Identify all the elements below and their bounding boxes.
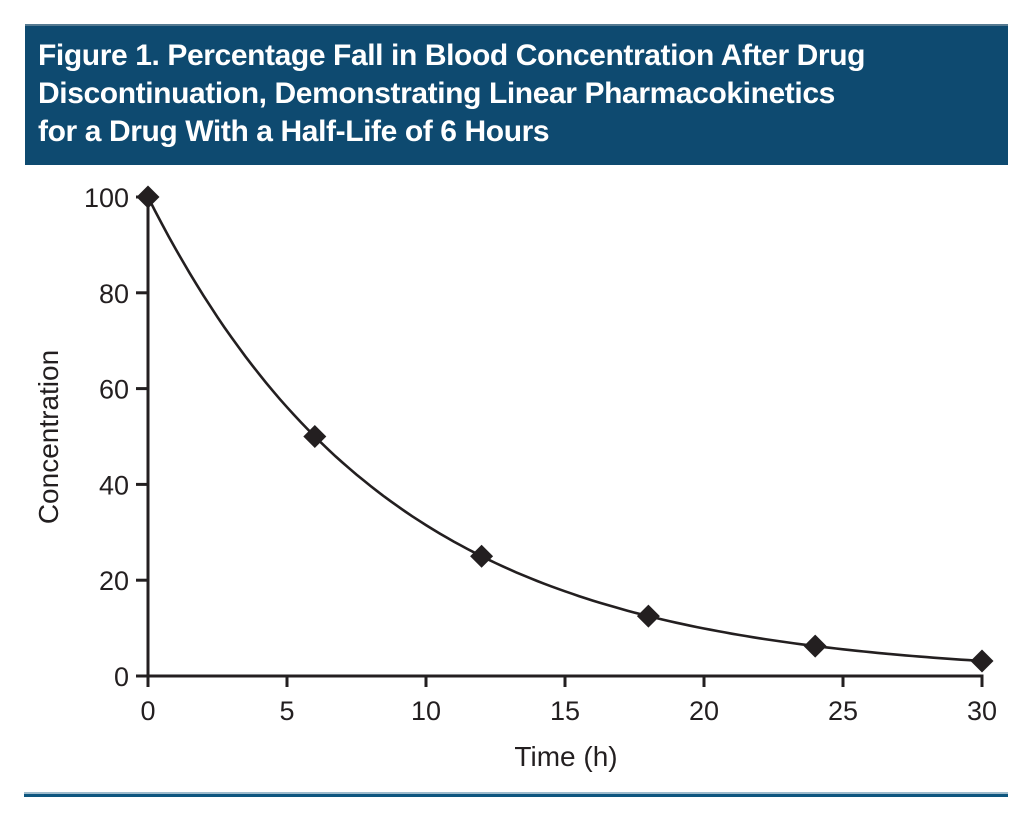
figure-header: Figure 1. Percentage Fall in Blood Conce… bbox=[25, 24, 1008, 165]
data-point-marker bbox=[803, 634, 827, 658]
x-tick-label: 20 bbox=[689, 696, 719, 726]
y-tick-label: 40 bbox=[99, 470, 129, 500]
x-tick-label: 25 bbox=[828, 696, 858, 726]
data-point-marker bbox=[636, 604, 660, 628]
x-axis-title: Time (h) bbox=[514, 741, 617, 772]
x-tick-label: 10 bbox=[411, 696, 441, 726]
y-tick-label: 20 bbox=[99, 566, 129, 596]
data-point-marker bbox=[136, 185, 160, 209]
figure-title-line-2: Discontinuation, Demonstrating Linear Ph… bbox=[38, 77, 835, 110]
y-tick-label: 60 bbox=[99, 375, 129, 405]
y-tick-label: 80 bbox=[99, 279, 129, 309]
figure-title-line-3: for a Drug With a Half-Life of 6 Hours bbox=[38, 115, 550, 148]
data-point-marker bbox=[303, 425, 327, 448]
data-point-marker bbox=[470, 544, 494, 568]
chart-svg: 0 20 40 60 80 100 0 5 10 15 20 25 30 Concentration Tim… bbox=[33, 183, 997, 772]
x-tick-label: 30 bbox=[967, 696, 997, 726]
decay-curve bbox=[146, 196, 983, 663]
data-point-marker bbox=[970, 649, 994, 673]
y-tick-label: 0 bbox=[114, 662, 129, 692]
y-axis-title: Concentration bbox=[33, 350, 64, 524]
bottom-rule-divider bbox=[24, 792, 1008, 797]
figure-title-line-1: Figure 1. Percentage Fall in Blood Conce… bbox=[38, 39, 866, 72]
x-tick-label: 0 bbox=[140, 696, 155, 726]
x-tick-label: 5 bbox=[279, 696, 294, 726]
y-tick-label: 100 bbox=[84, 183, 129, 213]
x-tick-label: 15 bbox=[550, 696, 580, 726]
